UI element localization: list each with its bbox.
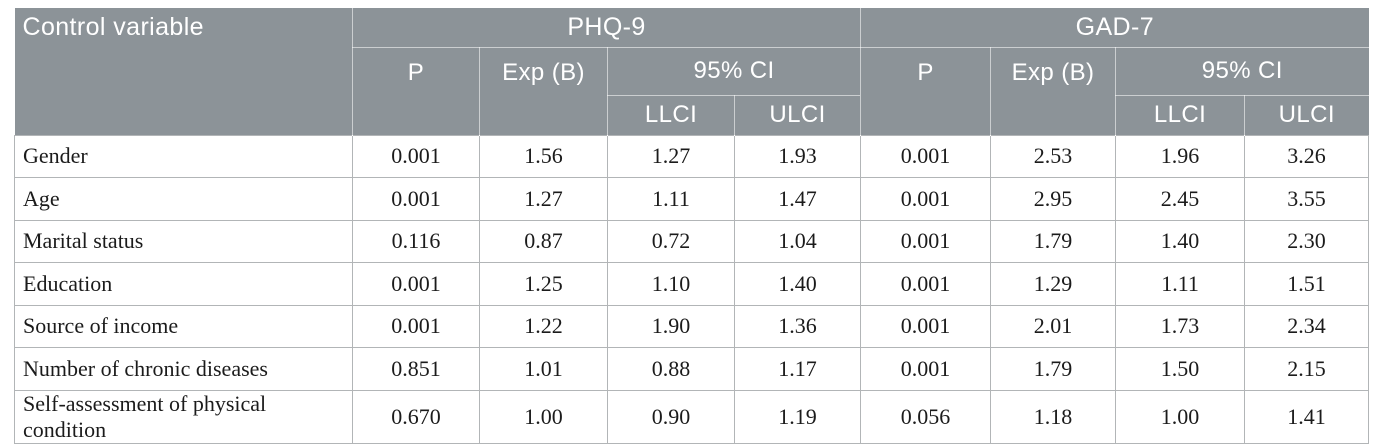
cell-gad7-p: 0.001 [860,262,992,306]
row-label: Age [14,177,353,221]
cell-gad7-llci: 1.50 [1115,347,1246,391]
row-label: Education [14,262,353,306]
table-row: Marital status 0.116 0.87 0.72 1.04 0.00… [14,219,1370,263]
row-label: Number of chronic diseases [14,347,353,391]
group-header-phq9: PHQ-9 [352,8,862,48]
cell-phq9-ulci: 1.17 [733,347,862,391]
column-header-phq9-p: P [352,47,480,135]
cell-gad7-ulci: 3.26 [1244,134,1370,178]
column-header-phq9-ulci: ULCI [734,95,861,135]
cell-gad7-llci: 1.11 [1115,262,1246,306]
cell-phq9-llci: 0.90 [607,389,735,444]
regression-table: Control variable PHQ-9 GAD-7 P Exp (B) 9… [14,8,1370,444]
table-row: Gender 0.001 1.56 1.27 1.93 0.001 2.53 1… [14,134,1370,178]
column-header-phq9-llci: LLCI [607,95,735,135]
cell-gad7-exp-b: 2.95 [990,177,1117,221]
row-label: Marital status [14,219,353,263]
cell-gad7-exp-b: 1.29 [990,262,1117,306]
cell-phq9-llci: 0.88 [607,347,735,391]
cell-gad7-ulci: 2.30 [1244,219,1370,263]
cell-gad7-ulci: 1.41 [1244,389,1370,444]
cell-phq9-exp-b: 1.01 [479,347,608,391]
cell-gad7-ulci: 3.55 [1244,177,1370,221]
cell-gad7-exp-b: 1.79 [990,219,1117,263]
cell-phq9-exp-b: 0.87 [479,219,608,263]
column-header-gad7-exp-b: Exp (B) [990,47,1117,135]
group-header-gad7: GAD-7 [860,8,1369,48]
row-label: Gender [14,134,353,178]
cell-phq9-exp-b: 1.56 [479,134,608,178]
cell-gad7-exp-b: 2.53 [990,134,1117,178]
row-label: Source of income [14,304,353,348]
cell-gad7-p: 0.001 [860,219,992,263]
cell-phq9-exp-b: 1.00 [479,389,608,444]
cell-phq9-ulci: 1.47 [733,177,862,221]
cell-gad7-p: 0.001 [860,134,992,178]
table-row: Education 0.001 1.25 1.10 1.40 0.001 1.2… [14,262,1370,306]
table-header: Control variable PHQ-9 GAD-7 P Exp (B) 9… [14,8,1369,135]
cell-phq9-p: 0.001 [352,262,480,306]
cell-gad7-exp-b: 1.18 [990,389,1117,444]
regression-table-figure: Control variable PHQ-9 GAD-7 P Exp (B) 9… [14,8,1370,444]
cell-gad7-exp-b: 1.79 [990,347,1117,391]
cell-phq9-exp-b: 1.22 [479,304,608,348]
cell-gad7-p: 0.001 [860,347,992,391]
cell-phq9-p: 0.001 [352,177,480,221]
cell-phq9-p: 0.001 [352,134,480,178]
cell-phq9-ulci: 1.40 [733,262,862,306]
table-body: Gender 0.001 1.56 1.27 1.93 0.001 2.53 1… [14,134,1370,444]
cell-gad7-llci: 1.00 [1115,389,1246,444]
cell-phq9-llci: 1.10 [607,262,735,306]
cell-phq9-llci: 1.90 [607,304,735,348]
column-header-gad7-llci: LLCI [1115,95,1246,135]
cell-gad7-ulci: 1.51 [1244,262,1370,306]
cell-phq9-p: 0.001 [352,304,480,348]
cell-phq9-exp-b: 1.25 [479,262,608,306]
cell-phq9-exp-b: 1.27 [479,177,608,221]
column-header-control-variable: Control variable [14,8,353,135]
cell-phq9-llci: 1.11 [607,177,735,221]
table-row: Self-assessment of physical condition 0.… [14,389,1370,444]
column-header-gad7-ci: 95% CI [1115,47,1369,96]
cell-gad7-llci: 1.73 [1115,304,1246,348]
cell-phq9-p: 0.670 [352,389,480,444]
cell-gad7-p: 0.001 [860,304,992,348]
cell-gad7-p: 0.001 [860,177,992,221]
cell-phq9-p: 0.851 [352,347,480,391]
column-header-gad7-ulci: ULCI [1244,95,1369,135]
column-header-gad7-p: P [860,47,992,135]
table-row: Source of income 0.001 1.22 1.90 1.36 0.… [14,304,1370,348]
cell-gad7-exp-b: 2.01 [990,304,1117,348]
column-header-phq9-ci: 95% CI [607,47,861,96]
cell-gad7-llci: 1.96 [1115,134,1246,178]
column-header-phq9-exp-b: Exp (B) [479,47,608,135]
cell-phq9-llci: 1.27 [607,134,735,178]
row-label: Self-assessment of physical condition [14,389,353,444]
table-row: Number of chronic diseases 0.851 1.01 0.… [14,347,1370,391]
cell-gad7-p: 0.056 [860,389,992,444]
cell-phq9-p: 0.116 [352,219,480,263]
cell-phq9-ulci: 1.19 [733,389,862,444]
cell-gad7-llci: 1.40 [1115,219,1246,263]
cell-gad7-llci: 2.45 [1115,177,1246,221]
table-row: Age 0.001 1.27 1.11 1.47 0.001 2.95 2.45… [14,177,1370,221]
cell-phq9-llci: 0.72 [607,219,735,263]
cell-gad7-ulci: 2.34 [1244,304,1370,348]
cell-phq9-ulci: 1.36 [733,304,862,348]
cell-phq9-ulci: 1.04 [733,219,862,263]
cell-gad7-ulci: 2.15 [1244,347,1370,391]
cell-phq9-ulci: 1.93 [733,134,862,178]
